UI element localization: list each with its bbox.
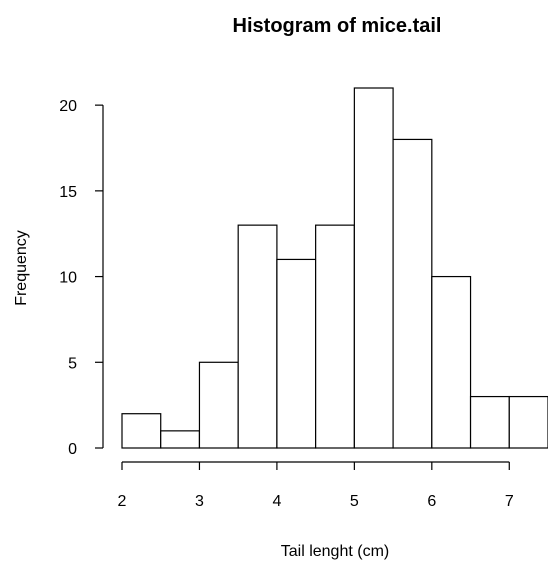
x-tick-label: 5 [350, 493, 359, 510]
x-tick-label: 6 [427, 493, 436, 510]
histogram-bar [392, 138, 433, 449]
histogram-bar [121, 413, 162, 449]
y-tick-label: 5 [68, 355, 77, 372]
y-axis: 0 5 10 15 20 [59, 98, 104, 458]
histogram-bar [508, 395, 548, 449]
histogram-bar [431, 275, 472, 449]
x-tick-label: 7 [505, 493, 514, 510]
x-tick-label: 4 [272, 493, 281, 510]
x-axis-label: Tail lenght (cm) [281, 543, 389, 560]
histogram-bar [237, 224, 278, 449]
y-tick-label: 0 [68, 441, 77, 458]
histogram-bar [276, 258, 317, 449]
histogram-bar [315, 224, 355, 449]
histogram-bar [160, 430, 201, 449]
y-tick-label: 10 [59, 270, 77, 287]
y-tick-label: 20 [59, 98, 77, 115]
x-tick-label: 3 [195, 493, 204, 510]
x-axis: 2 3 4 5 6 7 [118, 461, 514, 510]
histogram-bars [121, 87, 548, 449]
chart-title: Histogram of mice.tail [233, 15, 442, 37]
x-tick-label: 2 [118, 493, 127, 510]
histogram-bar [353, 87, 394, 449]
histogram-bar [198, 361, 239, 449]
histogram-bar [469, 395, 510, 449]
y-axis-label: Frequency [13, 230, 30, 306]
y-tick-label: 15 [59, 184, 77, 201]
